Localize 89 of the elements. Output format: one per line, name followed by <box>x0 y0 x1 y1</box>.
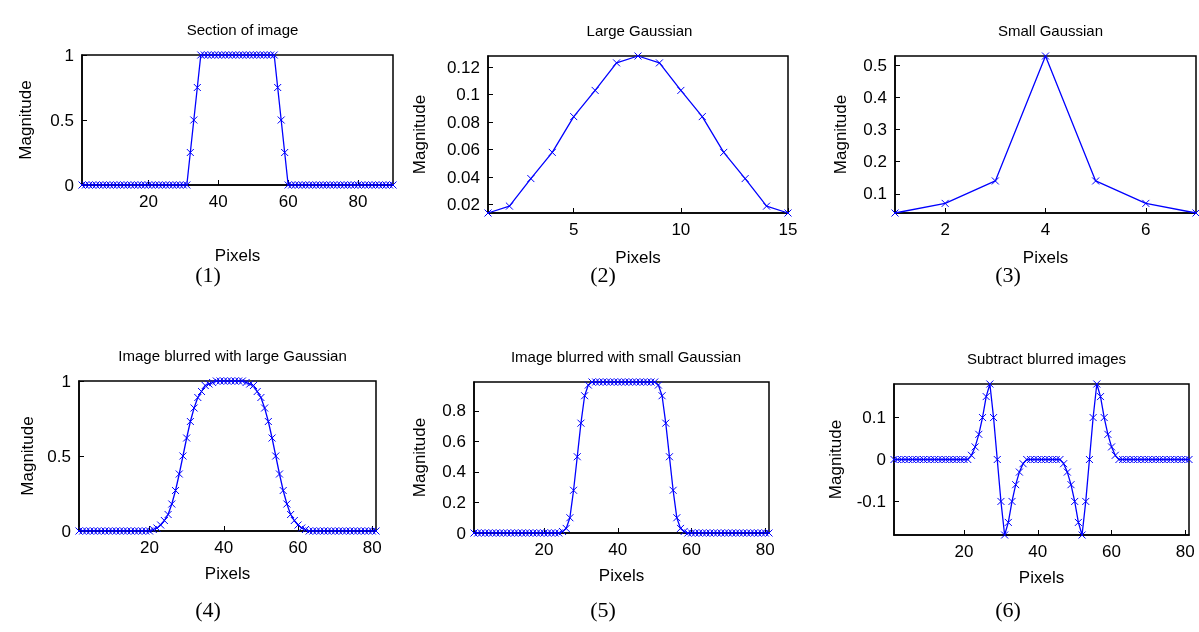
y-axis-title: Magnitude <box>410 94 429 175</box>
x-tick-label: 2 <box>940 220 950 239</box>
point <box>991 176 1000 185</box>
point <box>612 58 621 67</box>
x-tick-label: 80 <box>348 192 368 211</box>
x-tick-label: 40 <box>214 538 234 557</box>
y-tick-label: 0.2 <box>442 492 466 512</box>
y-axis-title: Magnitude <box>826 419 845 500</box>
y-tick-label: -0.1 <box>856 491 886 511</box>
point <box>741 174 750 183</box>
x-tick-label: 10 <box>671 220 691 239</box>
point <box>762 202 771 211</box>
chart-title: Small Gaussian <box>997 22 1104 39</box>
x-tick-label: 40 <box>208 192 228 211</box>
x-tick-label: 60 <box>1102 542 1122 561</box>
point <box>719 148 728 157</box>
x-tick-label: 20 <box>534 540 554 559</box>
point <box>569 112 578 121</box>
x-tick-label: 80 <box>1175 542 1195 561</box>
x-axis-title: Pixels <box>615 248 661 267</box>
y-tick-label: 0 <box>64 175 74 195</box>
y-tick-label: 0.8 <box>442 401 466 421</box>
y-tick-label: 0.1 <box>863 184 887 204</box>
y-tick-label: 0.6 <box>442 431 466 451</box>
y-tick-label: 0.3 <box>863 120 887 140</box>
x-axis-title: Pixels <box>1022 248 1069 267</box>
y-tick-label: 0.5 <box>863 56 887 76</box>
y-tick-label: 0.06 <box>446 140 480 160</box>
point <box>676 86 685 95</box>
x-tick-label: 60 <box>682 540 702 559</box>
point <box>526 174 535 183</box>
x-axis-title: Pixels <box>204 564 251 583</box>
y-axis-title: Magnitude <box>16 80 35 160</box>
y-tick-label: 0.02 <box>446 195 480 215</box>
y-tick-label: 0.2 <box>863 152 887 172</box>
y-tick-label: 0.5 <box>50 110 74 130</box>
y-tick-label: 0 <box>456 523 466 543</box>
point <box>634 52 642 60</box>
x-tick-label: 20 <box>138 192 158 211</box>
x-tick-label: 20 <box>140 538 159 557</box>
y-tick-label: 0.08 <box>446 112 480 132</box>
y-tick-label: 0.5 <box>47 446 71 466</box>
x-tick-label: 60 <box>278 192 298 211</box>
point <box>941 199 950 208</box>
y-axis-title: Magnitude <box>831 94 850 175</box>
x-tick-label: 80 <box>755 540 775 559</box>
x-tick-label: 60 <box>288 538 308 557</box>
point <box>1041 52 1050 60</box>
point <box>698 112 707 121</box>
y-tick-label: 0.12 <box>446 57 480 77</box>
x-axis-title: Pixels <box>598 566 645 585</box>
point <box>891 209 899 217</box>
x-tick-label: 80 <box>362 538 382 557</box>
x-tick-label: 6 <box>1141 220 1151 239</box>
x-tick-label: 5 <box>568 220 579 239</box>
x-tick-label: 4 <box>1040 220 1051 239</box>
text: (3) <box>995 261 1021 287</box>
chart-title: Subtract blurred images <box>966 350 1127 367</box>
chart-title: Image blurred with large Gaussian <box>118 347 347 364</box>
y-axis-title: Magnitude <box>18 416 38 496</box>
text: (6) <box>995 596 1021 622</box>
chart-title: Section of image <box>186 21 299 38</box>
x-axis-title: Pixels <box>1018 568 1065 587</box>
point <box>655 58 664 67</box>
point <box>484 209 492 217</box>
y-tick-label: 0 <box>876 450 886 469</box>
point <box>1141 199 1150 208</box>
x-tick-label: 40 <box>1028 542 1048 561</box>
y-tick-label: 0.4 <box>863 88 887 108</box>
y-tick-label: 1 <box>61 371 71 391</box>
chart-title: Image blurred with small Gaussian <box>510 348 742 365</box>
text: (4) <box>195 596 221 622</box>
point <box>548 148 557 157</box>
x-tick-label: 15 <box>778 220 798 239</box>
point <box>1091 176 1100 185</box>
y-tick-label: 0.1 <box>862 408 886 428</box>
point <box>591 86 600 95</box>
x-tick-label: 40 <box>608 540 628 559</box>
point <box>505 202 514 211</box>
x-tick-label: 20 <box>954 542 974 561</box>
y-tick-label: 0.1 <box>456 85 480 105</box>
text: (2) <box>590 261 616 287</box>
chart-title: Large Gaussian <box>586 22 693 39</box>
y-tick-label: 0.04 <box>446 167 480 187</box>
text: (5) <box>590 596 616 622</box>
y-axis-title: Magnitude <box>410 417 429 498</box>
y-tick-label: 0 <box>61 521 71 541</box>
y-tick-label: 0.4 <box>442 462 466 482</box>
y-tick-label: 1 <box>64 45 74 65</box>
